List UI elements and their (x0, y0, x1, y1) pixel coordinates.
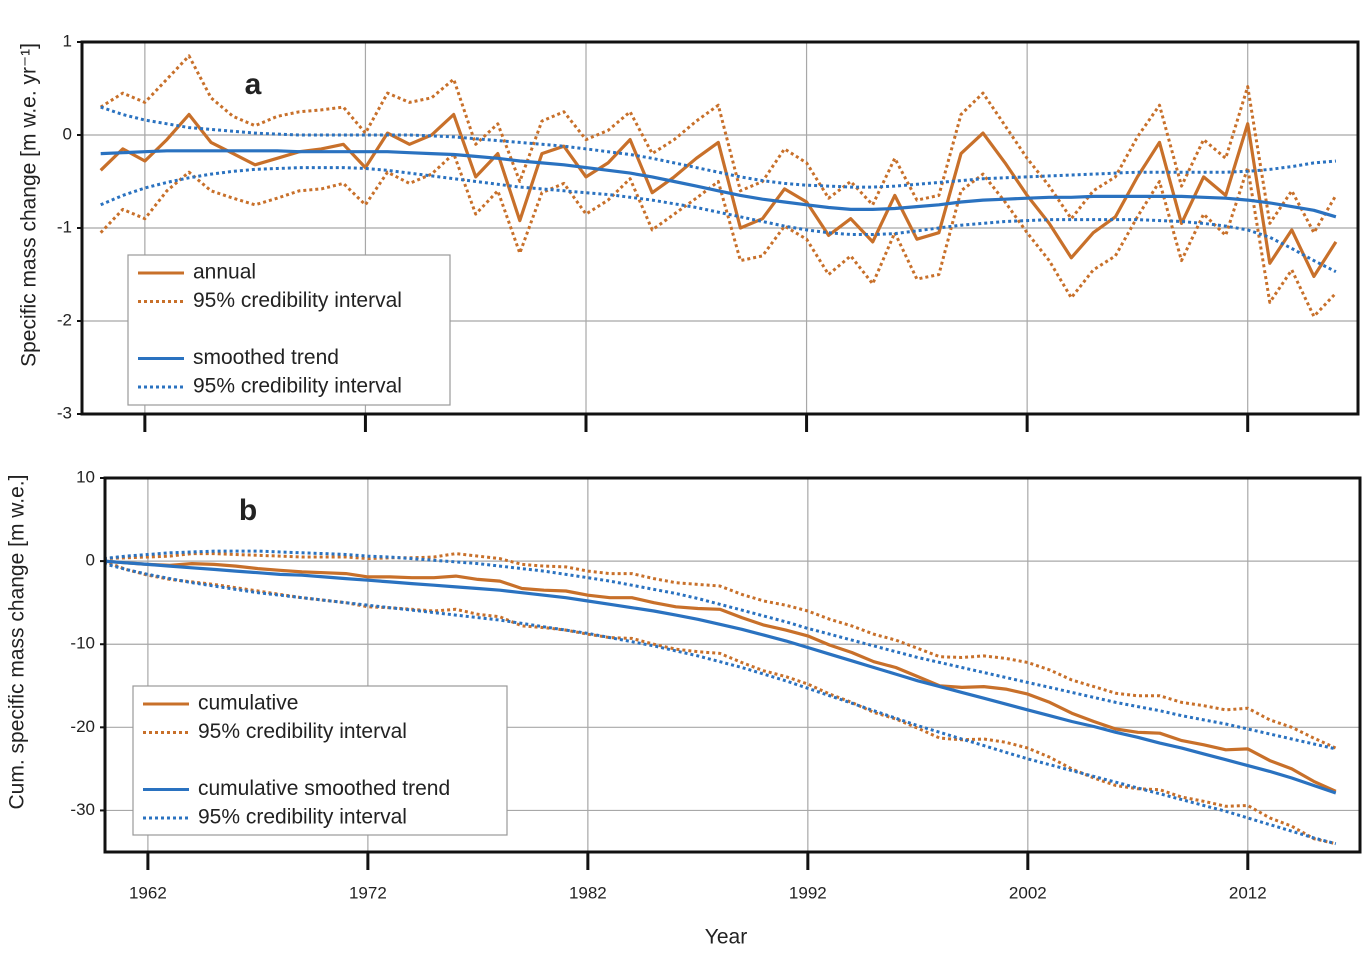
y-tick-label: 10 (76, 467, 95, 486)
x-tick-label: 2012 (1229, 883, 1267, 902)
y-tick-label: -1 (57, 217, 72, 236)
series-line (100, 149, 1337, 219)
plot-frame (103, 476, 1362, 854)
legend-label: 95% credibility interval (198, 720, 407, 743)
legend-label: 95% credibility interval (193, 375, 402, 398)
series-line (103, 552, 1337, 750)
legend-label: 95% credibility interval (193, 289, 402, 312)
y-tick-label: -10 (70, 634, 95, 653)
legend-label: annual (193, 261, 256, 284)
x-tick-label: 1982 (569, 883, 607, 902)
x-tick-label: 1992 (789, 883, 827, 902)
x-tick-label: 1972 (349, 883, 387, 902)
series-line (103, 562, 1337, 846)
y-tick-label: -30 (70, 800, 95, 819)
panel-label: b (239, 494, 257, 527)
legend-box (132, 685, 508, 836)
series-line (99, 152, 1337, 318)
y-tick-label: -2 (57, 310, 72, 329)
legend-label: smoothed trend (193, 346, 339, 369)
series-line (99, 54, 1338, 235)
x-tick-label: 1962 (129, 883, 167, 902)
legend-label: 95% credibility interval (198, 806, 407, 829)
y-tick-label: -20 (70, 717, 95, 736)
legend-box (127, 254, 451, 406)
panel-label: a (245, 68, 262, 101)
y-tick-label: -3 (57, 403, 72, 422)
series-line (103, 559, 1337, 793)
y-tick-label: 0 (63, 124, 72, 143)
y-axis-label: Specific mass change [m w.e. yr⁻¹] (18, 43, 41, 367)
plot-frame (80, 40, 1360, 416)
x-tick-label: 2002 (1009, 883, 1047, 902)
x-axis-label: Year (705, 926, 747, 949)
legend-label: cumulative smoothed trend (198, 777, 450, 800)
series-line (103, 549, 1337, 751)
legend-label: cumulative (198, 692, 298, 715)
series-line (100, 166, 1337, 274)
series-line (103, 559, 1337, 795)
y-axis-label: Cum. specific mass change [m w.e.] (6, 475, 29, 810)
y-tick-label: 0 (86, 551, 95, 570)
series-line (103, 559, 1337, 846)
y-tick-label: 1 (63, 31, 72, 50)
